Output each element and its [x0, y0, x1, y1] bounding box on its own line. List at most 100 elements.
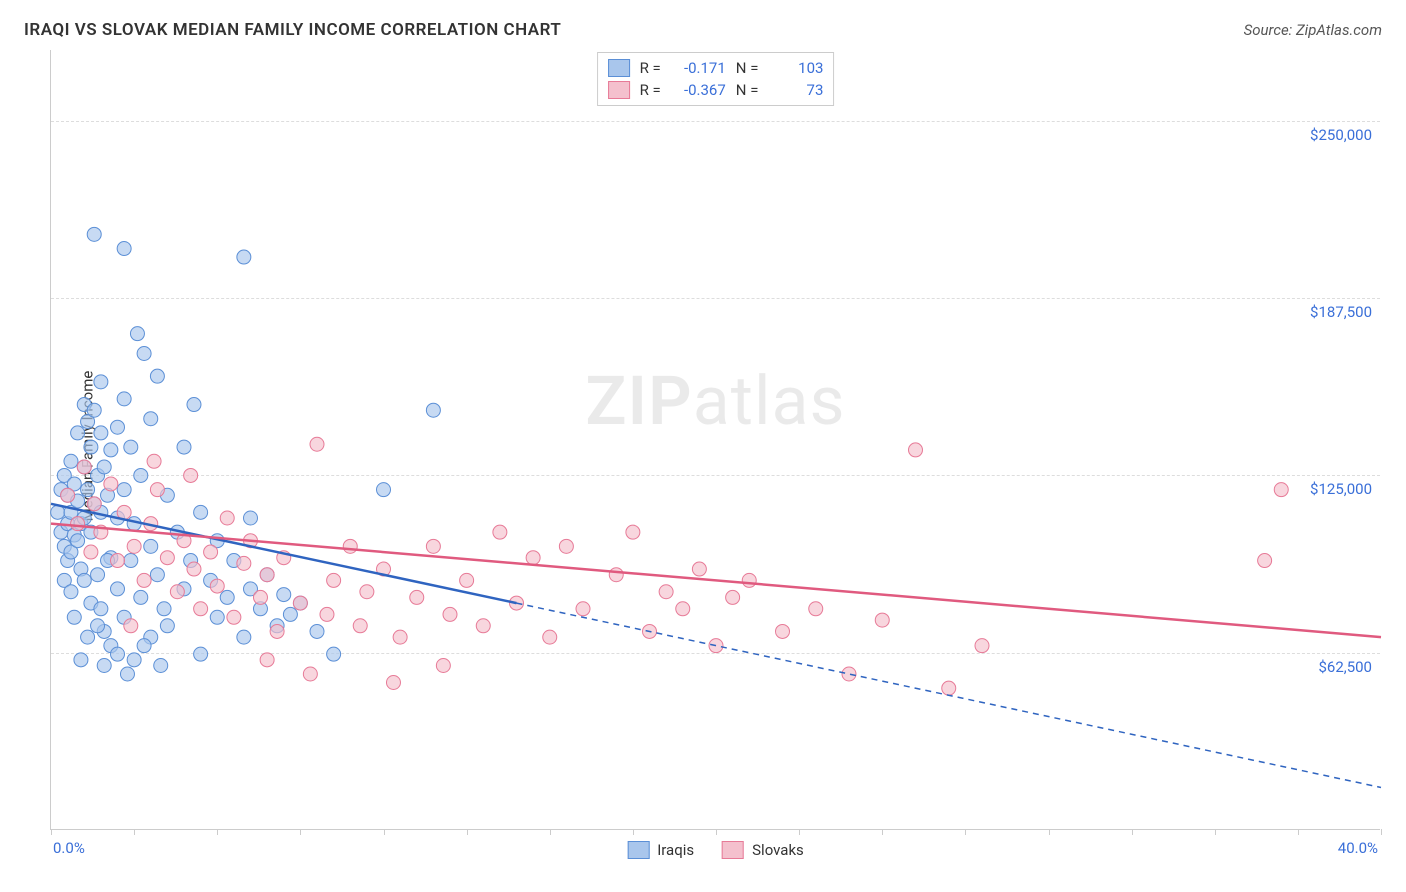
- scatter-point-iraqis: [220, 590, 234, 604]
- scatter-point-slovaks: [260, 653, 274, 667]
- scatter-point-slovaks: [842, 667, 856, 681]
- scatter-point-iraqis: [277, 588, 291, 602]
- scatter-point-iraqis: [426, 403, 440, 417]
- x-tick: [1215, 829, 1216, 835]
- scatter-point-slovaks: [360, 585, 374, 599]
- scatter-point-iraqis: [91, 619, 105, 633]
- scatter-point-slovaks: [253, 590, 267, 604]
- scatter-point-slovaks: [460, 573, 474, 587]
- scatter-point-slovaks: [210, 579, 224, 593]
- scatter-point-slovaks: [559, 539, 573, 553]
- scatter-point-iraqis: [71, 426, 85, 440]
- scatter-point-slovaks: [393, 630, 407, 644]
- trend-line-slovaks: [51, 524, 1381, 637]
- scatter-point-iraqis: [117, 483, 131, 497]
- scatter-point-iraqis: [64, 454, 78, 468]
- x-tick: [1132, 829, 1133, 835]
- scatter-point-slovaks: [676, 602, 690, 616]
- scatter-point-slovaks: [170, 585, 184, 599]
- scatter-point-iraqis: [87, 227, 101, 241]
- scatter-point-iraqis: [130, 327, 144, 341]
- x-tick: [467, 829, 468, 835]
- scatter-svg: [51, 50, 1380, 829]
- plot-area: ZIPatlas $62,500$125,000$187,500$250,000…: [50, 50, 1380, 830]
- scatter-point-iraqis: [94, 375, 108, 389]
- scatter-point-slovaks: [270, 624, 284, 638]
- scatter-point-slovaks: [293, 596, 307, 610]
- scatter-point-slovaks: [237, 556, 251, 570]
- scatter-point-slovaks: [809, 602, 823, 616]
- scatter-point-iraqis: [81, 483, 95, 497]
- scatter-point-slovaks: [343, 539, 357, 553]
- scatter-point-slovaks: [626, 525, 640, 539]
- x-tick: [217, 829, 218, 835]
- scatter-point-slovaks: [742, 573, 756, 587]
- scatter-point-iraqis: [111, 582, 125, 596]
- scatter-point-iraqis: [134, 590, 148, 604]
- x-axis-max-label: 40.0%: [1338, 839, 1378, 857]
- scatter-point-slovaks: [147, 454, 161, 468]
- legend-label-iraqis: Iraqis: [657, 841, 694, 859]
- scatter-point-iraqis: [194, 505, 208, 519]
- scatter-point-iraqis: [157, 602, 171, 616]
- scatter-point-iraqis: [124, 440, 138, 454]
- scatter-point-iraqis: [111, 420, 125, 434]
- x-tick: [300, 829, 301, 835]
- scatter-point-iraqis: [94, 426, 108, 440]
- scatter-point-slovaks: [187, 562, 201, 576]
- scatter-point-slovaks: [1258, 554, 1272, 568]
- scatter-point-slovaks: [543, 630, 557, 644]
- x-tick: [1381, 829, 1382, 835]
- scatter-point-iraqis: [187, 398, 201, 412]
- scatter-point-slovaks: [353, 619, 367, 633]
- scatter-point-iraqis: [74, 653, 88, 667]
- scatter-point-slovaks: [1274, 483, 1288, 497]
- scatter-point-slovaks: [320, 607, 334, 621]
- series-legend: Iraqis Slovaks: [627, 841, 804, 859]
- x-tick: [550, 829, 551, 835]
- chart-container: IRAQI VS SLOVAK MEDIAN FAMILY INCOME COR…: [0, 0, 1406, 892]
- scatter-point-slovaks: [111, 554, 125, 568]
- legend-label-slovaks: Slovaks: [752, 841, 804, 859]
- scatter-point-iraqis: [77, 573, 91, 587]
- scatter-point-slovaks: [609, 568, 623, 582]
- scatter-point-slovaks: [227, 610, 241, 624]
- scatter-point-slovaks: [124, 619, 138, 633]
- scatter-point-iraqis: [71, 534, 85, 548]
- scatter-point-slovaks: [942, 681, 956, 695]
- scatter-point-iraqis: [154, 658, 168, 672]
- scatter-point-slovaks: [310, 437, 324, 451]
- source-attribution: Source: ZipAtlas.com: [1244, 21, 1382, 39]
- scatter-point-iraqis: [310, 624, 324, 638]
- x-tick: [633, 829, 634, 835]
- scatter-point-iraqis: [117, 392, 131, 406]
- scatter-point-iraqis: [194, 647, 208, 661]
- chart-header: IRAQI VS SLOVAK MEDIAN FAMILY INCOME COR…: [0, 0, 1406, 50]
- scatter-point-slovaks: [776, 624, 790, 638]
- scatter-point-iraqis: [64, 585, 78, 599]
- scatter-point-slovaks: [875, 613, 889, 627]
- scatter-point-slovaks: [204, 545, 218, 559]
- x-tick: [716, 829, 717, 835]
- scatter-point-slovaks: [77, 460, 91, 474]
- scatter-point-iraqis: [91, 568, 105, 582]
- scatter-point-iraqis: [111, 647, 125, 661]
- scatter-point-slovaks: [303, 667, 317, 681]
- chart-title: IRAQI VS SLOVAK MEDIAN FAMILY INCOME COR…: [24, 20, 561, 40]
- scatter-point-iraqis: [94, 602, 108, 616]
- scatter-point-iraqis: [97, 460, 111, 474]
- scatter-point-slovaks: [726, 590, 740, 604]
- x-tick: [799, 829, 800, 835]
- scatter-point-slovaks: [493, 525, 507, 539]
- x-tick: [1049, 829, 1050, 835]
- scatter-point-iraqis: [377, 483, 391, 497]
- scatter-point-iraqis: [87, 403, 101, 417]
- swatch-iraqis: [627, 841, 649, 859]
- scatter-point-slovaks: [386, 676, 400, 690]
- x-tick: [134, 829, 135, 835]
- scatter-point-iraqis: [84, 440, 98, 454]
- scatter-point-iraqis: [97, 658, 111, 672]
- scatter-point-slovaks: [426, 539, 440, 553]
- scatter-point-iraqis: [117, 242, 131, 256]
- scatter-point-slovaks: [127, 539, 141, 553]
